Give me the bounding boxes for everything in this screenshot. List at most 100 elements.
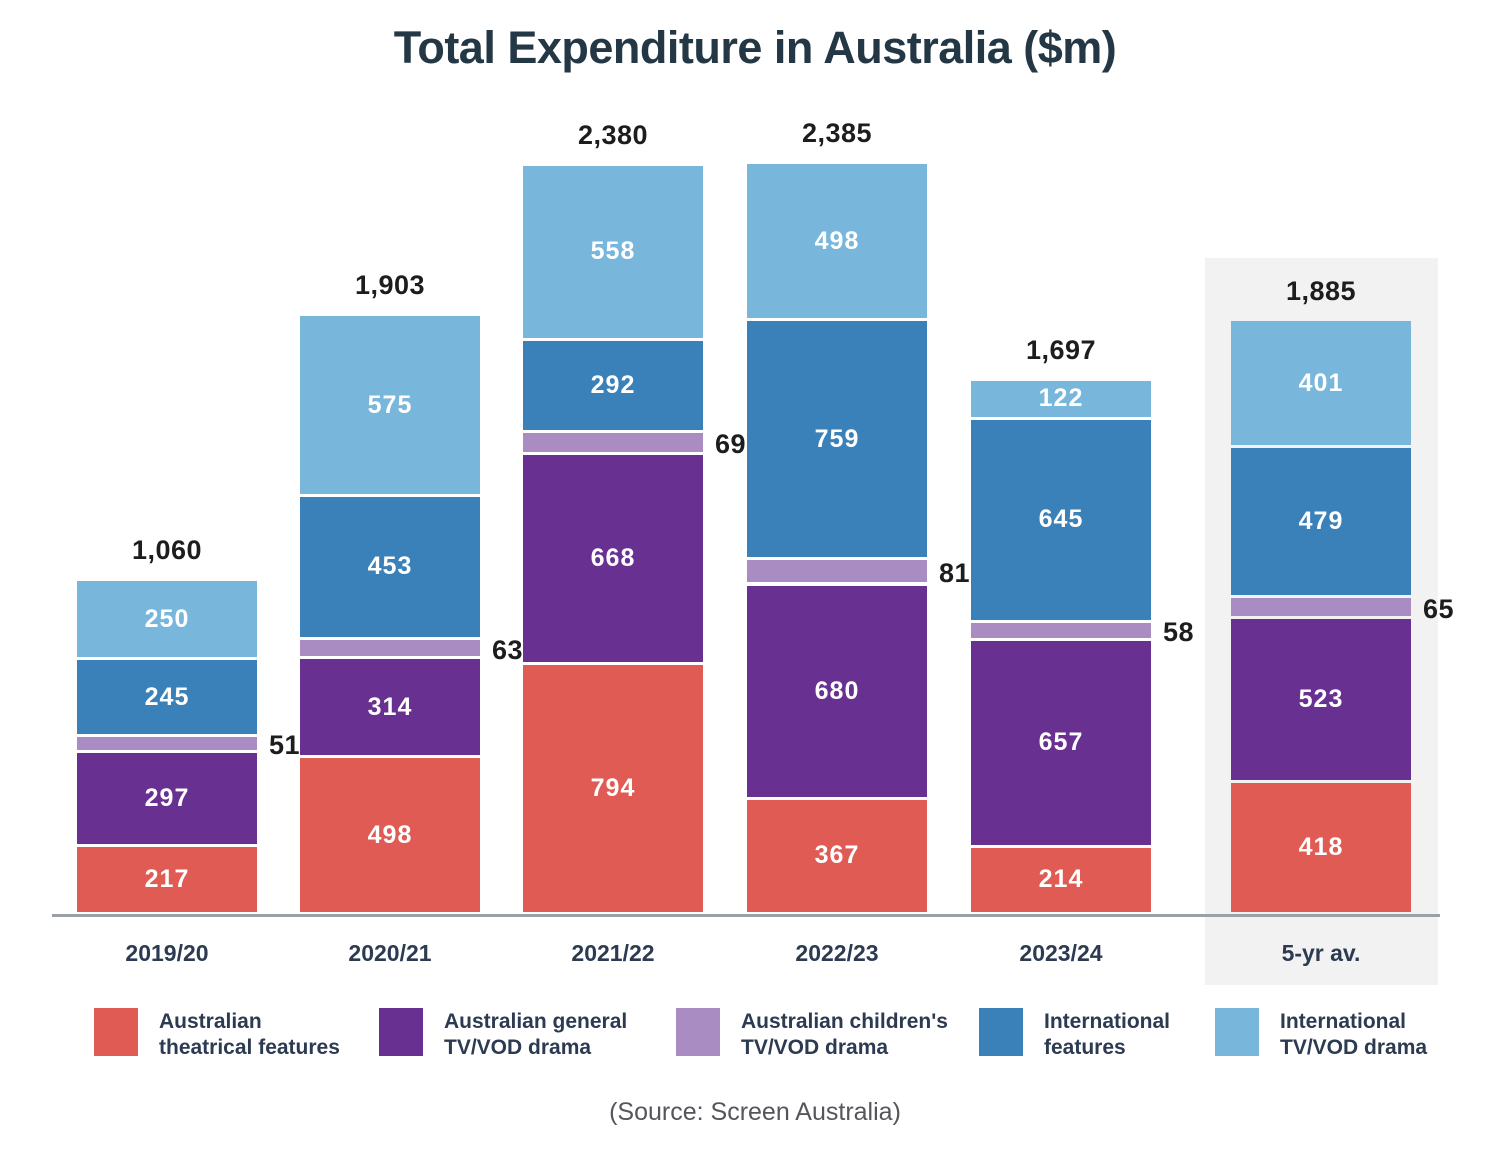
bar-segment: 657 <box>971 640 1151 845</box>
bar-segment: 575 <box>300 316 480 495</box>
bar-segment: 479 <box>1231 447 1411 596</box>
legend-label-line2: features <box>1044 1036 1126 1059</box>
x-axis-category-label: 5-yr av. <box>1281 940 1361 966</box>
legend-label-line2: TV/VOD drama <box>1280 1036 1428 1059</box>
legend-swatch-international-features <box>979 1008 1023 1056</box>
bar-segment: 680 <box>747 585 927 797</box>
segment-value-label: 479 <box>1298 507 1344 536</box>
legend-label-line1: International <box>1044 1010 1171 1033</box>
legend-label: Australian general TV/VOD drama <box>444 1008 627 1061</box>
legend-label-line1: Australian <box>159 1010 262 1033</box>
segment-value-label-outside: 65 <box>1423 593 1455 624</box>
bar-segment <box>971 622 1151 638</box>
bar-segment: 122 <box>971 381 1151 417</box>
bar-total-label: 1,697 <box>1025 334 1097 365</box>
bar-segment: 214 <box>971 847 1151 912</box>
segment-value-label-outside: 51 <box>269 730 301 761</box>
bar-segment: 759 <box>747 321 927 557</box>
segment-value-label-outside: 63 <box>492 634 524 665</box>
bar-segment: 498 <box>300 758 480 912</box>
bar-segment: 668 <box>523 454 703 663</box>
bar-segment: 558 <box>523 165 703 339</box>
bar-segment: 523 <box>1231 618 1411 781</box>
segment-value-label: 367 <box>814 841 860 870</box>
segment-value-label: 453 <box>367 552 413 581</box>
legend-label-line2: TV/VOD drama <box>741 1036 889 1059</box>
legend-item-international-tvvod-drama: International TV/VOD drama <box>1215 1008 1427 1061</box>
legend-swatch-australian-theatrical-features <box>94 1008 138 1056</box>
bar-total-label: 1,903 <box>354 270 426 301</box>
bar-segment: 418 <box>1231 783 1411 912</box>
legend-swatch-australian-general-tvvod-drama <box>379 1008 423 1056</box>
legend-label: Australian theatrical features <box>159 1008 340 1061</box>
bar-total-label: 2,380 <box>577 120 649 150</box>
segment-value-label: 657 <box>1038 728 1084 757</box>
bar-segment: 217 <box>77 846 257 912</box>
legend-item-international-features: International features <box>979 1008 1170 1061</box>
bar-segment: 794 <box>523 665 703 912</box>
bar-segment <box>300 639 480 657</box>
bar-total-label: 1,060 <box>131 535 203 566</box>
bar-segment: 250 <box>77 581 257 658</box>
bar-segment: 314 <box>300 659 480 756</box>
bar-segment <box>523 433 703 452</box>
bar-segment: 453 <box>300 497 480 637</box>
legend-swatch-australian-childrens-tvvod-drama <box>676 1008 720 1056</box>
segment-value-label: 214 <box>1038 865 1084 894</box>
x-axis-category-label: 2019/20 <box>125 940 209 966</box>
legend-label: Australian children's TV/VOD drama <box>741 1008 948 1061</box>
bar-segment <box>77 737 257 751</box>
legend-label-line1: International <box>1280 1010 1407 1033</box>
legend-label-line1: Australian general <box>444 1010 628 1033</box>
bar-total-label: 2,385 <box>801 118 873 149</box>
bar-segment: 645 <box>971 419 1151 620</box>
bar-segment: 245 <box>77 660 257 735</box>
segment-value-label: 523 <box>1298 685 1344 714</box>
legend-label: International features <box>1044 1008 1170 1061</box>
legend-label: International TV/VOD drama <box>1280 1008 1427 1061</box>
bar-segment: 292 <box>523 341 703 431</box>
bar-segment <box>1231 598 1411 616</box>
legend-label-line2: theatrical features <box>159 1036 340 1059</box>
segment-value-label: 680 <box>814 676 860 705</box>
legend-label-line2: TV/VOD drama <box>444 1036 592 1059</box>
segment-value-label: 794 <box>590 774 636 803</box>
x-axis-category-label: 2020/21 <box>348 940 432 966</box>
segment-value-label: 314 <box>367 692 413 721</box>
bar-total-label: 1,885 <box>1285 275 1357 306</box>
legend-item-australian-theatrical-features: Australian theatrical features <box>94 1008 340 1061</box>
bar-segment <box>747 560 927 583</box>
x-axis-category-label: 2023/24 <box>1019 940 1103 966</box>
segment-value-label-outside: 58 <box>1163 616 1195 647</box>
segment-value-label: 498 <box>814 226 860 255</box>
segment-value-label: 245 <box>144 682 190 711</box>
bar-segment: 297 <box>77 753 257 844</box>
bar-segment: 401 <box>1231 321 1411 445</box>
chart-legend: Australian theatrical features Australia… <box>0 1008 1510 1088</box>
segment-value-label: 498 <box>367 820 413 849</box>
segment-value-label: 122 <box>1038 384 1084 413</box>
x-axis-category-label: 2021/22 <box>571 940 655 966</box>
segment-value-label: 217 <box>144 864 190 893</box>
segment-value-label: 668 <box>590 544 636 572</box>
x-axis-category-label: 2022/23 <box>795 940 879 966</box>
legend-item-australian-general-tvvod-drama: Australian general TV/VOD drama <box>379 1008 627 1061</box>
segment-value-label: 292 <box>590 371 636 400</box>
segment-value-label: 645 <box>1038 505 1084 534</box>
segment-value-label-outside: 69 <box>715 429 747 460</box>
segment-value-label-outside: 81 <box>939 557 971 588</box>
chart-title: Total Expenditure in Australia ($m) <box>393 22 1117 73</box>
x-axis-line <box>52 914 1440 917</box>
legend-swatch-international-tvvod-drama <box>1215 1008 1259 1056</box>
segment-value-label: 401 <box>1298 368 1344 397</box>
segment-value-label: 575 <box>367 390 413 419</box>
bar-segment: 367 <box>747 799 927 912</box>
bar-segment: 498 <box>747 164 927 319</box>
segment-value-label: 418 <box>1298 833 1344 862</box>
legend-item-australian-childrens-tvvod-drama: Australian children's TV/VOD drama <box>676 1008 948 1061</box>
source-caption: (Source: Screen Australia) <box>609 1098 901 1126</box>
segment-value-label: 759 <box>814 424 860 453</box>
segment-value-label: 250 <box>144 604 190 633</box>
